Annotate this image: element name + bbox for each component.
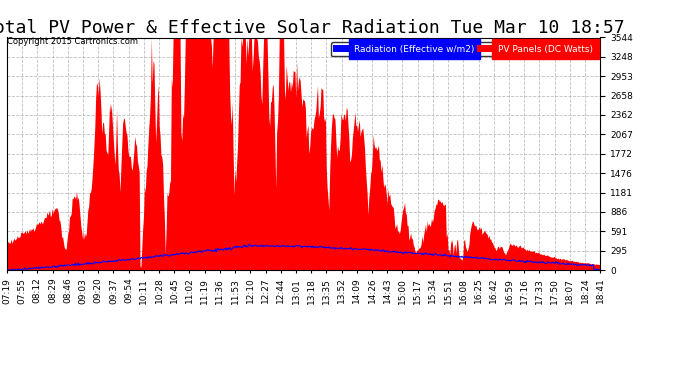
Legend: Radiation (Effective w/m2), PV Panels (DC Watts): Radiation (Effective w/m2), PV Panels (D… (331, 42, 595, 56)
Text: Copyright 2015 Cartronics.com: Copyright 2015 Cartronics.com (7, 38, 138, 46)
Title: Total PV Power & Effective Solar Radiation Tue Mar 10 18:57: Total PV Power & Effective Solar Radiati… (0, 20, 624, 38)
